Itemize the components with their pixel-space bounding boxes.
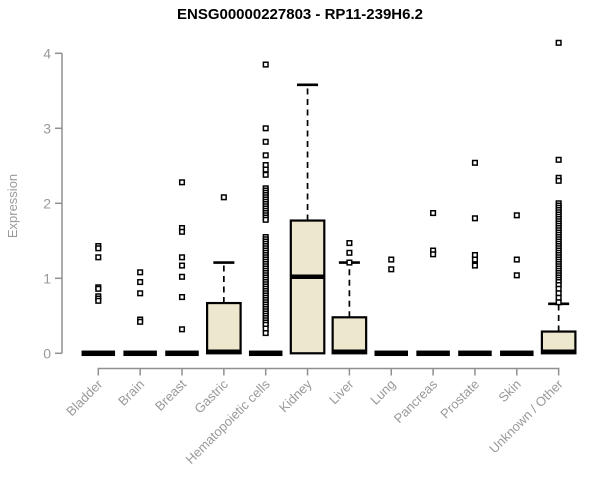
- outlier-point-lung: [388, 266, 395, 273]
- x-tick-label-pancreas: Pancreas: [391, 376, 441, 426]
- outlier-point-pancreas: [430, 210, 437, 217]
- box-liver: [331, 316, 368, 355]
- outlier-point-hematopoietic-cells: [262, 166, 269, 173]
- collapsed-box-bladder: [81, 350, 116, 357]
- outlier-point-breast: [178, 228, 186, 235]
- outlier-point-prostate: [471, 256, 478, 263]
- outlier-point-breast: [178, 254, 186, 261]
- outlier-point-brain: [137, 279, 144, 286]
- chart-title: ENSG00000227803 - RP11-239H6.2: [176, 6, 423, 23]
- y-tick-label-1: 1: [43, 270, 51, 286]
- y-tick-label-4: 4: [43, 45, 51, 61]
- x-tick-label-bladder: Bladder: [63, 376, 106, 419]
- outlier-point-prostate: [471, 215, 478, 222]
- outlier-point-hematopoietic-cells: [262, 330, 269, 337]
- x-tick-label-prostate: Prostate: [437, 377, 482, 422]
- outlier-point-hematopoietic-cells: [262, 125, 269, 132]
- outlier-point-breast: [178, 294, 186, 301]
- outlier-point-hematopoietic-cells: [262, 61, 269, 68]
- outlier-point-bladder: [95, 245, 102, 252]
- collapsed-box-pancreas: [416, 350, 450, 357]
- outlier-point-unknown-other: [555, 177, 562, 184]
- outlier-point-skin: [513, 272, 520, 279]
- outlier-point-liver: [346, 259, 353, 266]
- outlier-point-lung: [388, 256, 395, 263]
- outlier-point-liver: [346, 240, 353, 247]
- collapsed-box-breast: [165, 350, 199, 357]
- box-kidney: [289, 219, 326, 355]
- collapsed-box-brain: [123, 350, 157, 357]
- outlier-point-unknown-other: [555, 39, 562, 46]
- outlier-point-liver: [346, 249, 353, 256]
- x-tick-label-brain: Brain: [115, 377, 147, 409]
- outlier-point-brain: [137, 318, 144, 325]
- x-tick-label-liver: Liver: [326, 376, 357, 407]
- box-gastric: [206, 301, 242, 355]
- outlier-point-hematopoietic-cells: [262, 216, 269, 223]
- outlier-point-brain: [137, 290, 144, 297]
- x-tick-label-lung: Lung: [367, 377, 398, 408]
- outlier-point-skin: [513, 256, 520, 263]
- outlier-point-breast: [178, 273, 186, 280]
- outlier-point-brain: [137, 269, 144, 276]
- outlier-point-hematopoietic-cells: [262, 171, 269, 178]
- x-tick-label-skin: Skin: [495, 377, 523, 405]
- outlier-point-bladder: [95, 285, 102, 292]
- outlier-point-hematopoietic-cells: [262, 138, 269, 145]
- outlier-point-breast: [178, 326, 186, 333]
- x-tick-label-kidney: Kidney: [276, 376, 315, 415]
- y-tick-label-0: 0: [43, 345, 51, 361]
- outlier-point-unknown-other: [555, 156, 562, 163]
- outlier-point-prostate: [471, 159, 478, 166]
- collapsed-box-skin: [500, 350, 534, 357]
- outlier-point-pancreas: [430, 251, 437, 258]
- x-tick-label-breast: Breast: [152, 376, 189, 413]
- outlier-point-breast: [178, 262, 186, 269]
- outlier-point-breast: [178, 179, 186, 186]
- collapsed-box-prostate: [458, 350, 492, 357]
- collapsed-box-lung: [374, 350, 408, 357]
- outlier-point-skin: [513, 212, 520, 219]
- outlier-point-gastric: [220, 194, 227, 201]
- x-tick-label-unknown-other: Unknown / Other: [486, 376, 566, 456]
- outlier-point-unknown-other: [555, 299, 562, 306]
- y-tick-label-3: 3: [43, 120, 51, 136]
- outlier-point-bladder: [95, 297, 102, 304]
- outlier-point-bladder: [95, 254, 102, 261]
- outlier-point-prostate: [471, 262, 478, 269]
- x-tick-label-gastric: Gastric: [191, 376, 231, 416]
- collapsed-box-hematopoietic-cells: [248, 350, 283, 357]
- y-tick-label-2: 2: [43, 195, 51, 211]
- outlier-point-hematopoietic-cells: [262, 152, 269, 159]
